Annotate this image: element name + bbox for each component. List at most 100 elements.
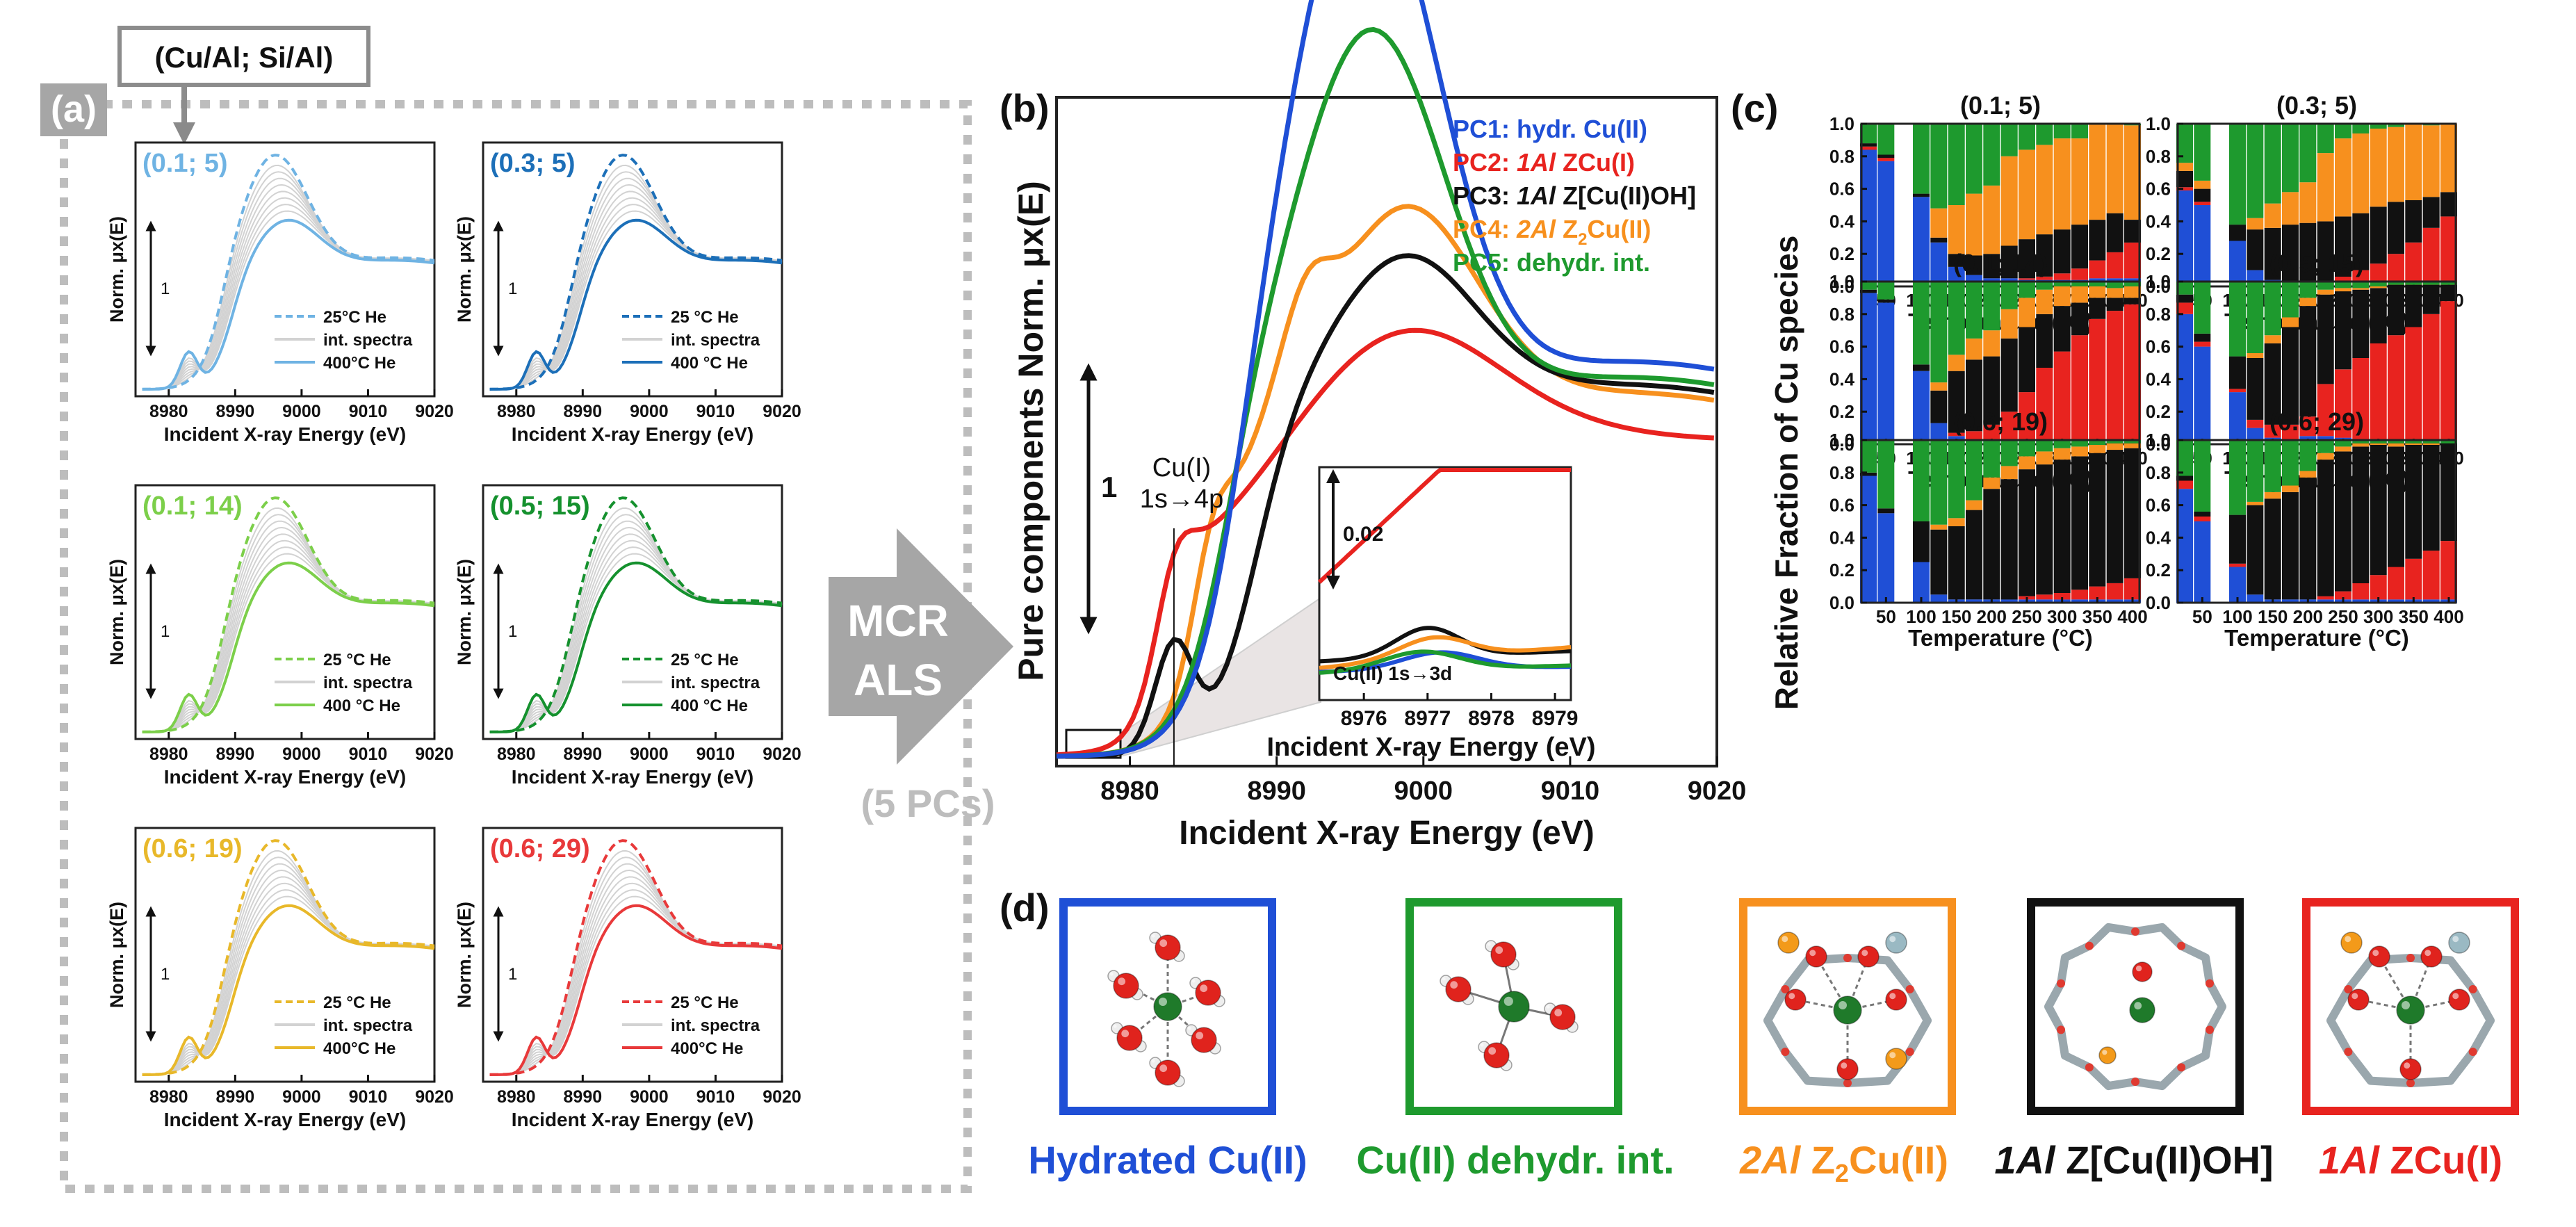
bar-segment <box>1930 282 1948 383</box>
structure-italic: 1Al <box>2319 1138 2381 1182</box>
x-tick-label: 9010 <box>696 402 735 421</box>
atom <box>2420 945 2443 968</box>
x-tick-label: 9000 <box>1394 777 1453 806</box>
bar-segment <box>2194 282 2211 334</box>
component-pc2-line <box>1056 327 1714 758</box>
mcr-label: MCR <box>847 596 949 646</box>
x-tick-label: 8980 <box>149 1087 188 1107</box>
atom-highlight <box>1809 950 1816 957</box>
legend-label: 25 °C He <box>671 651 739 669</box>
bar-segment <box>1877 158 1895 161</box>
bar-segment <box>2317 124 2334 154</box>
bar-segment <box>2440 440 2457 444</box>
bar-segment <box>1983 356 2000 425</box>
framework-oxygen <box>2205 979 2214 988</box>
bar-segment <box>1930 382 1948 391</box>
bar-segment <box>2247 419 2264 428</box>
atom <box>1153 992 1182 1021</box>
panel-d: Hydrated Cu(II) Cu(II) dehydr. int. 2Al Z2… <box>1028 898 2519 1187</box>
atom-highlight <box>1503 996 1513 1006</box>
atom <box>1857 945 1880 968</box>
atom-highlight <box>2134 1002 2142 1010</box>
component-pc4-line <box>1056 204 1715 758</box>
atom-highlight <box>1487 942 1491 946</box>
atom-highlight <box>2424 950 2431 957</box>
bar-segment <box>2176 190 2193 286</box>
bar-segment <box>2422 197 2440 228</box>
bar-segment <box>2036 282 2053 290</box>
x-tick-label: 8980 <box>497 402 536 421</box>
subplot-title: (0.1; 5) <box>142 149 227 178</box>
bar-segment <box>2317 153 2334 222</box>
bar-segment <box>1930 208 1948 238</box>
structure-italic: 1Al <box>1994 1138 2056 1182</box>
y-axis-label: Pure components Norm. μx(E) <box>1011 181 1050 681</box>
pre-edge-inset: 0.02 Cu(II) 1s→3d 8976 8977 8978 8979 Incident… <box>1266 466 1596 762</box>
bar-segment <box>2352 213 2370 270</box>
bar-segment <box>2282 424 2299 441</box>
bar-segment <box>2317 384 2334 437</box>
bar-segment <box>2194 202 2211 205</box>
bar-segment <box>2124 448 2141 578</box>
bar-segment <box>2264 491 2281 499</box>
framework-oxygen <box>1905 1048 1914 1056</box>
legend-label: 400 °C He <box>323 697 400 715</box>
legend-label: 25°C He <box>323 308 386 327</box>
bar-segment <box>2352 124 2370 133</box>
legend-text: Z[Cu(II)OH] <box>1556 181 1696 210</box>
bar-segment <box>2440 301 2457 441</box>
legend-label: 400 °C He <box>671 697 748 715</box>
mcr-als-arrow <box>829 528 1013 765</box>
legend-num: PC4: <box>1453 215 1517 243</box>
bar-segment <box>2405 443 2422 445</box>
framework-oxygen <box>2406 954 2415 962</box>
pcs-label: (5 PCs) <box>861 781 995 825</box>
y-tick-label: 0.4 <box>2146 211 2171 231</box>
atom-highlight <box>1841 1062 1848 1069</box>
bar-segment <box>1930 529 1948 595</box>
bar-segment <box>2036 314 2053 368</box>
bar-segment <box>2299 182 2317 223</box>
bar-segment <box>1948 254 1965 267</box>
atom-highlight <box>1782 936 1788 943</box>
bar-segment <box>1860 293 1877 444</box>
bar-segment <box>2247 353 2264 358</box>
structure-card: Hydrated Cu(II) <box>1028 898 1307 1182</box>
bar-segment <box>2053 282 2071 286</box>
bar-segment <box>2335 288 2351 292</box>
bar-segment <box>2335 291 2351 370</box>
spectrum-25c <box>489 496 783 733</box>
bar-segment <box>2194 188 2211 202</box>
spectrum-400c <box>142 218 435 391</box>
atom-highlight <box>1151 1059 1155 1063</box>
bar-segment <box>2194 521 2211 603</box>
bar-segment <box>2000 599 2018 603</box>
bar-segment <box>2370 445 2387 576</box>
bar-segment <box>2194 205 2211 286</box>
x-tick-label: 9020 <box>763 1087 801 1107</box>
bar-segment <box>2053 440 2071 448</box>
bar-segment <box>2405 327 2422 441</box>
bar-segment <box>2317 460 2334 596</box>
bar-segment <box>2176 170 2193 188</box>
bar-segment <box>2388 440 2404 444</box>
bar-segment <box>1860 143 1877 147</box>
bar-segment <box>2019 456 2035 470</box>
bar-segment <box>1983 185 2000 254</box>
bar-segment <box>2036 599 2053 603</box>
bar-segment <box>2388 202 2404 254</box>
bar-segment <box>1948 124 1965 205</box>
bar-segment <box>2019 278 2035 280</box>
bar-segment <box>2036 234 2053 277</box>
bar-segment <box>1966 359 1982 432</box>
legend-entry: PC5: dehydr. int. <box>1453 248 1650 277</box>
bar-segment <box>2264 335 2281 343</box>
bar-segment <box>2405 242 2422 286</box>
y-tick-label: 0.0 <box>2146 592 2171 613</box>
bar-segment <box>1983 254 2000 279</box>
chart-title: (0.6; 29) <box>2269 407 2364 436</box>
framework-oxygen <box>2177 941 2186 950</box>
bar-segment <box>2247 440 2264 502</box>
x-tick-label: 8990 <box>1247 777 1306 806</box>
